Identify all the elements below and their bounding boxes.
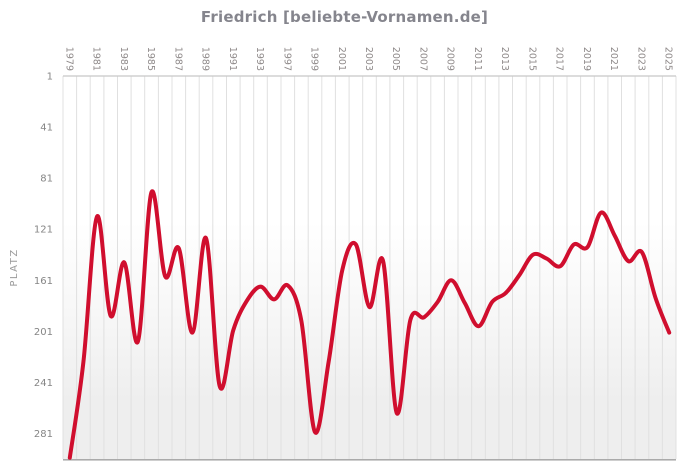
x-axis-label: 1979: [63, 47, 74, 71]
x-axis-label: 2019: [581, 47, 592, 71]
x-axis-label: 2025: [663, 47, 674, 71]
x-axis-label: 1991: [227, 47, 238, 71]
y-axis-label: 161: [34, 276, 53, 287]
y-axis-label: 201: [34, 327, 53, 338]
x-axis-label: 1981: [91, 47, 102, 71]
y-axis-label: 281: [34, 429, 53, 440]
y-axis-title: PLATZ: [9, 248, 20, 286]
x-axis-label: 2017: [554, 47, 565, 71]
plot-area[interactable]: [63, 76, 676, 459]
series-line-friedrich[interactable]: [67, 189, 672, 460]
x-axis-label: 2015: [527, 47, 538, 71]
x-axis-label: 1993: [254, 47, 265, 71]
y-axis-label: 81: [40, 174, 53, 185]
x-axis-label: 2023: [635, 47, 646, 71]
chart-title: Friedrich [beliebte-Vornamen.de]: [200, 8, 489, 26]
x-axis-label: 1989: [200, 47, 211, 71]
y-axis-label: 41: [40, 123, 53, 134]
x-axis-label: 1999: [309, 47, 320, 71]
y-axis-label: 1: [47, 72, 53, 83]
y-axis-label: 241: [34, 378, 53, 389]
x-axis-label: 2005: [390, 47, 401, 71]
x-axis-label: 2003: [363, 47, 374, 71]
x-axis-label: 1983: [118, 47, 129, 71]
x-axis-label: 2013: [499, 47, 510, 71]
x-axis-label: 2007: [418, 47, 429, 71]
x-axis-label: 1985: [145, 47, 156, 71]
x-axis-label: 2001: [336, 47, 347, 71]
x-axis-label: 2009: [445, 47, 456, 71]
x-axis-label: 1997: [281, 47, 292, 71]
y-axis-label: 121: [34, 225, 53, 236]
x-axis-label: 2021: [608, 47, 619, 71]
x-axis-label: 1987: [172, 47, 183, 71]
x-axis-label: 2011: [472, 47, 483, 71]
